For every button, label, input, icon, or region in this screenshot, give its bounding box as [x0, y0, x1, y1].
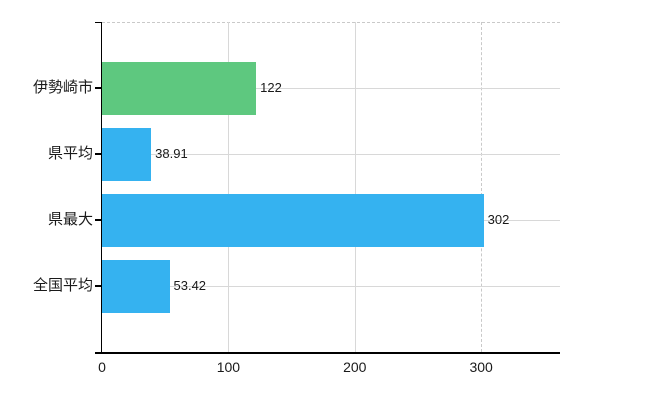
bar-value-label: 122 — [260, 80, 282, 95]
plot-area: 122 38.91 302 53.42 — [102, 22, 560, 352]
y-axis-top-tick — [95, 21, 102, 23]
category-tick — [95, 153, 102, 155]
category-label: 県平均 — [47, 145, 93, 162]
bar-value-label: 53.42 — [173, 278, 207, 293]
horizontal-gridline — [102, 87, 560, 89]
category-label: 県最大 — [47, 211, 93, 228]
vertical-gridline-dashed — [481, 22, 483, 352]
horizontal-gridline — [102, 285, 560, 287]
vertical-gridline — [228, 22, 230, 352]
x-axis-line — [95, 352, 560, 354]
category-tick — [95, 87, 102, 89]
bar-value-label: 38.91 — [155, 146, 188, 161]
x-tick-label: 300 — [469, 359, 493, 375]
vertical-gridline — [354, 22, 356, 352]
plot-top-dashed-border — [102, 22, 560, 23]
x-tick-label: 100 — [216, 359, 241, 375]
bar — [102, 193, 484, 247]
bar — [102, 61, 257, 115]
y-axis-line — [100, 21, 102, 353]
category-tick — [95, 219, 102, 221]
bar — [102, 127, 152, 181]
horizontal-gridline — [102, 153, 560, 155]
bar — [102, 259, 170, 313]
x-tick-label: 0 — [98, 359, 106, 375]
x-tick-label: 200 — [343, 359, 367, 375]
bar-value-label: 302 — [487, 212, 510, 227]
category-tick — [95, 285, 102, 287]
category-label: 伊勢崎市 — [32, 79, 93, 96]
category-label: 全国平均 — [32, 277, 93, 294]
